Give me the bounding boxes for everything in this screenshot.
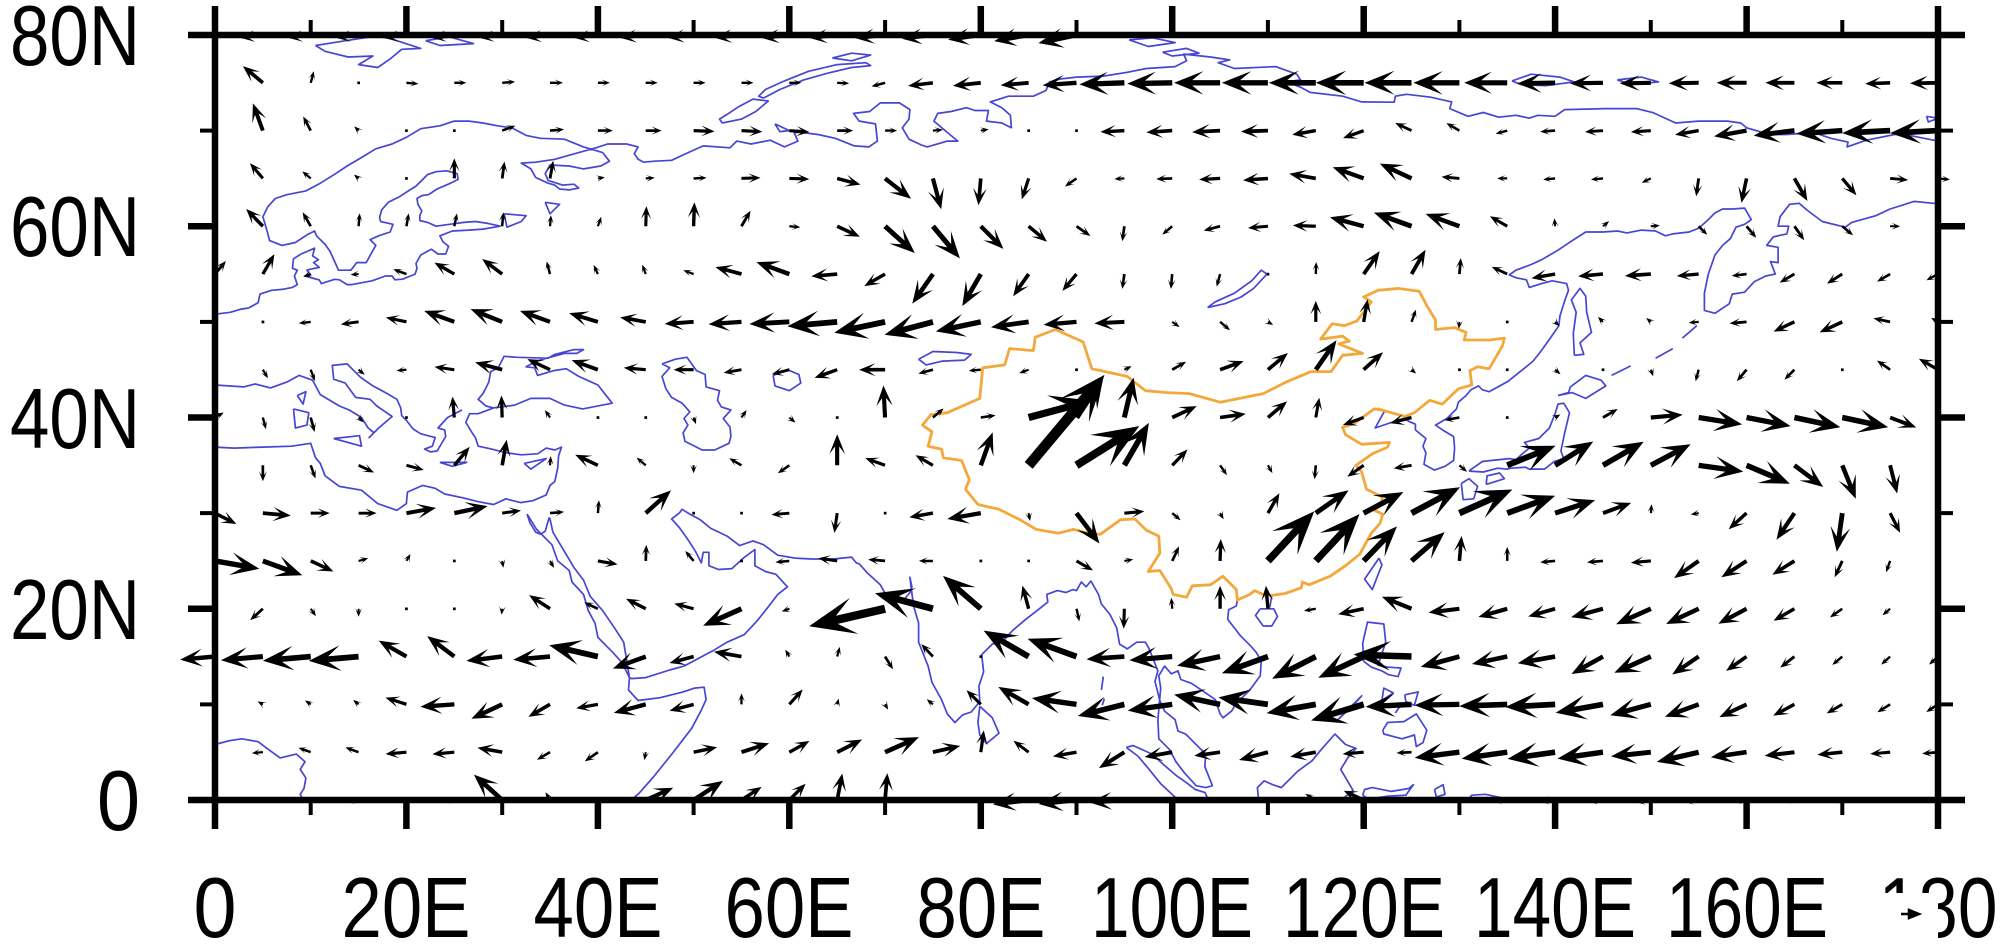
svg-text:0: 0 [194, 861, 237, 948]
svg-text:20N: 20N [10, 563, 140, 658]
svg-text:120E: 120E [1283, 861, 1445, 948]
svg-text:160E: 160E [1666, 861, 1828, 948]
svg-text:80E: 80E [917, 861, 1046, 948]
svg-text:80N: 80N [10, 0, 140, 84]
svg-text:0: 0 [97, 754, 140, 849]
svg-text:40E: 40E [534, 861, 663, 948]
svg-text:60E: 60E [725, 861, 854, 948]
svg-text:140E: 140E [1474, 861, 1636, 948]
svg-text:100E: 100E [1091, 861, 1253, 948]
svg-text:60N: 60N [10, 180, 140, 275]
svg-text:40N: 40N [10, 372, 140, 467]
svg-text:20E: 20E [342, 861, 471, 948]
